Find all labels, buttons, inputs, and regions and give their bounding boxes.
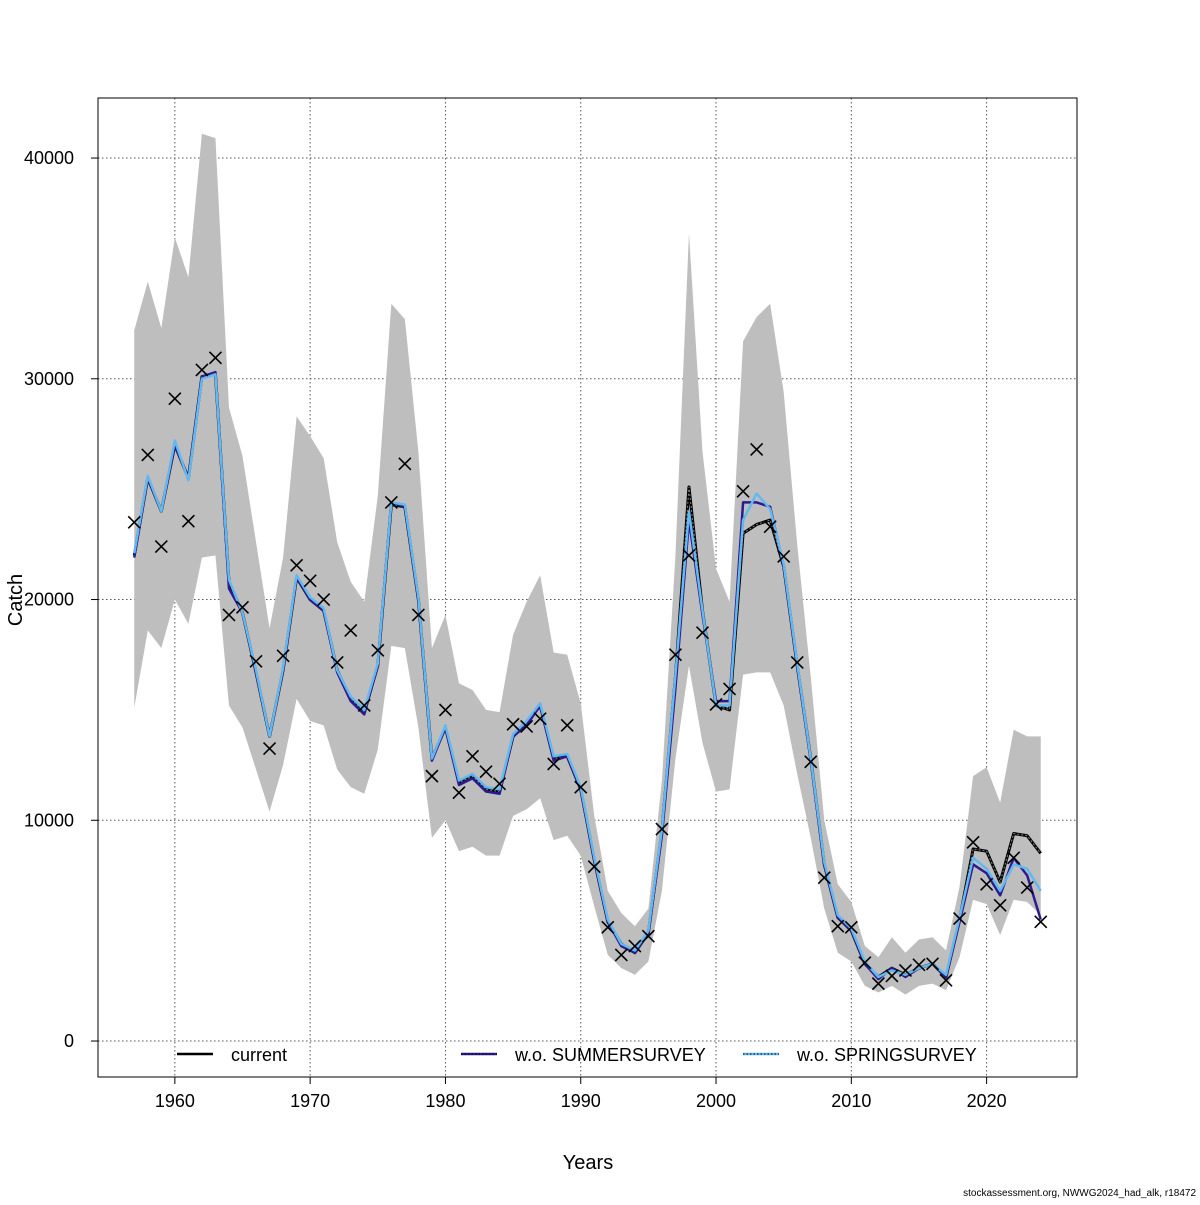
- observed-point: [533, 712, 547, 726]
- observed-point: [222, 608, 236, 622]
- y-tick-label: 20000: [24, 590, 74, 610]
- observed-point: [655, 822, 669, 836]
- observed-point: [898, 963, 913, 977]
- observed-point: [506, 717, 520, 731]
- observed-point: [601, 920, 615, 934]
- observed-point: [479, 765, 493, 779]
- observed-point: [668, 648, 683, 662]
- observed-point: [317, 592, 331, 607]
- observed-point: [235, 600, 250, 614]
- observed-point: [912, 958, 926, 972]
- observed-point: [777, 549, 791, 564]
- observed-point: [411, 608, 425, 622]
- observed-point: [682, 548, 696, 562]
- observed-point: [763, 520, 777, 534]
- x-tick-label: 2020: [967, 1091, 1007, 1111]
- legend-label: current: [231, 1045, 287, 1065]
- observed-point: [141, 448, 155, 462]
- x-tick-label: 1990: [561, 1091, 601, 1111]
- x-tick-label: 1970: [290, 1091, 330, 1111]
- observed-point: [993, 898, 1007, 912]
- observed-point: [262, 741, 277, 756]
- legend-label: w.o. SPRINGSURVEY: [796, 1045, 977, 1065]
- x-tick-label: 2010: [831, 1091, 871, 1111]
- observed-point: [736, 484, 750, 498]
- observed-point: [208, 351, 223, 365]
- observed-point: [871, 977, 885, 991]
- observed-point: [831, 919, 845, 933]
- y-tick-label: 10000: [24, 810, 74, 830]
- observed-point: [750, 442, 764, 456]
- footer-credit: stockassessment.org, NWWG2024_had_alk, r…: [963, 1188, 1196, 1199]
- observed-point: [195, 363, 209, 377]
- plot-frame: [97, 97, 1078, 1078]
- observed-point: [357, 698, 371, 713]
- observed-point: [425, 769, 439, 783]
- observed-point: [1034, 915, 1048, 929]
- y-axis-label: Catch: [5, 574, 27, 626]
- observed-point: [465, 749, 480, 763]
- observed-point: [181, 514, 195, 528]
- y-tick-label: 0: [64, 1031, 74, 1051]
- observed-point: [939, 973, 953, 987]
- observed-point: [844, 920, 858, 934]
- observed-point: [1007, 851, 1021, 865]
- observed-point: [980, 877, 994, 891]
- observed-point: [641, 929, 655, 943]
- observed-point: [384, 495, 398, 509]
- observed-point: [303, 574, 317, 588]
- observed-point: [276, 649, 290, 663]
- observed-point: [614, 948, 628, 962]
- observed-point: [168, 392, 182, 406]
- observed-point: [790, 655, 804, 670]
- observed-point: [560, 718, 574, 732]
- observed-point: [249, 654, 263, 668]
- observed-point: [695, 626, 710, 640]
- observed-point: [709, 697, 723, 711]
- y-axis: 0 10000 20000 30000 40000: [24, 148, 98, 1051]
- observed-point: [925, 957, 940, 971]
- observed-point: [520, 719, 534, 734]
- observed-point: [952, 911, 967, 926]
- observed-point: [628, 939, 642, 953]
- observed-point: [817, 871, 831, 885]
- x-tick-label: 2000: [696, 1091, 736, 1111]
- observed-point: [1020, 881, 1034, 895]
- observed-point: [371, 643, 385, 657]
- x-tick-label: 1980: [425, 1091, 465, 1111]
- observed-point: [492, 777, 507, 791]
- observed-point: [885, 969, 899, 983]
- observed-point: [344, 623, 358, 638]
- y-tick-label: 30000: [24, 369, 74, 389]
- observed-point: [398, 457, 412, 471]
- observed-point: [127, 515, 141, 529]
- legend-label: w.o. SUMMERSURVEY: [514, 1045, 706, 1065]
- observed-point: [858, 956, 872, 970]
- observed-point: [804, 755, 818, 769]
- observed-point: [547, 757, 561, 771]
- observed-point: [290, 558, 304, 572]
- x-axis: 1960 1970 1980 1990 2000 2010 2020: [155, 1077, 1007, 1111]
- observed-point: [438, 703, 453, 717]
- observed-point: [966, 835, 980, 849]
- x-axis-label: Years: [563, 1152, 613, 1174]
- observed-point: [452, 786, 466, 800]
- observed-points: [127, 351, 1048, 991]
- observed-point: [722, 682, 737, 696]
- confidence-band: [134, 133, 1041, 995]
- y-tick-label: 40000: [24, 148, 74, 168]
- observed-point: [587, 860, 601, 874]
- legend: current w.o. SUMMERSURVEY w.o. SPRINGSURVE…: [177, 1045, 977, 1065]
- observed-point: [574, 780, 588, 794]
- observed-point: [154, 539, 168, 554]
- observed-point: [330, 655, 344, 670]
- x-tick-label: 1960: [155, 1091, 195, 1111]
